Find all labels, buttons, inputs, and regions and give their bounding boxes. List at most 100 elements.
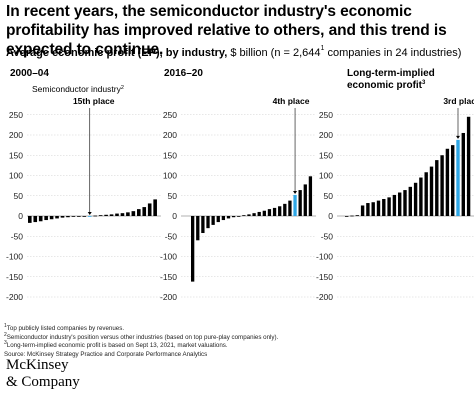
bar	[451, 145, 455, 216]
y-tick-label: 250	[9, 110, 23, 120]
bar	[288, 200, 292, 216]
subtitle-units-sup: 1	[320, 45, 325, 53]
bar	[360, 205, 365, 216]
footnote-2-text: Semiconductor industry's position versus…	[6, 333, 279, 341]
y-tick-label: -150	[6, 272, 23, 282]
bar	[44, 216, 48, 221]
panel-title: 2000–04	[10, 68, 49, 79]
highlight-bar	[456, 139, 460, 216]
bar	[257, 211, 261, 216]
bar	[38, 216, 43, 222]
y-tick-label: -100	[316, 252, 333, 262]
bar	[345, 216, 349, 217]
y-tick-label: 100	[9, 171, 23, 181]
bar	[392, 194, 397, 216]
bar	[66, 216, 70, 218]
bar	[403, 190, 407, 216]
subtitle-units-tail: companies in 24 industries)	[324, 47, 462, 59]
source-note: Source: McKinsey Strategy Practice and C…	[4, 350, 208, 358]
bar	[216, 216, 220, 223]
bar	[60, 216, 65, 218]
y-tick-label: -200	[6, 292, 23, 302]
chart-title: In recent years, the semiconductor indus…	[6, 3, 447, 58]
footnote-1: 1Top publicly listed companies by revenu…	[4, 322, 125, 332]
highlight-bar	[87, 216, 92, 217]
bar	[33, 216, 38, 223]
bar	[201, 216, 205, 234]
bar	[191, 216, 195, 282]
bar	[93, 215, 97, 217]
y-tick-label: -200	[160, 292, 177, 302]
bar	[153, 199, 157, 216]
bar	[147, 203, 152, 216]
bar	[109, 214, 114, 216]
bar	[221, 216, 226, 221]
bar	[382, 198, 386, 216]
bar	[206, 216, 210, 229]
footnote-3: 3Long-term-implied economic profit is ba…	[4, 339, 228, 349]
bar	[231, 216, 236, 218]
y-tick-label: -100	[6, 252, 23, 262]
bar	[303, 184, 307, 216]
bar	[413, 182, 418, 216]
y-tick-label: -150	[316, 272, 333, 282]
bar	[350, 215, 354, 217]
y-tick-label: 250	[319, 110, 333, 120]
bar	[419, 177, 423, 216]
y-tick-label: -50	[165, 231, 178, 241]
footnotes: 1Top publicly listed companies by revenu…	[4, 322, 279, 359]
footnote-3-text: Long-term-implied economic profit is bas…	[6, 342, 228, 349]
bar	[461, 132, 465, 216]
bar	[247, 214, 251, 216]
bar	[28, 216, 32, 223]
bar	[398, 192, 402, 216]
bar	[98, 215, 103, 216]
footnote-2: 2Semiconductor industry's position versu…	[4, 331, 279, 341]
annotation-rank: 3rd place	[443, 96, 474, 106]
bar	[435, 160, 439, 216]
y-tick-label: 50	[168, 191, 178, 201]
y-tick-label: -50	[321, 231, 334, 241]
logo-line-1: McKinsey	[6, 357, 69, 373]
bar	[49, 216, 54, 220]
y-tick-label: 50	[14, 191, 24, 201]
bar	[308, 176, 313, 216]
bar	[371, 202, 375, 216]
footnote-1-text: Top publicly listed companies by revenue…	[6, 325, 125, 332]
bar	[429, 166, 434, 216]
y-tick-label: 0	[18, 211, 23, 221]
bar	[387, 197, 391, 216]
bar	[278, 206, 282, 216]
bar	[137, 209, 141, 216]
chart-subtitle: Average economic profit (EP), by industr…	[6, 45, 462, 60]
annotation-label: Semiconductor industry2	[32, 84, 124, 94]
bar	[298, 190, 302, 216]
mckinsey-logo: McKinsey & Company	[6, 357, 80, 391]
annotation-arrow	[87, 212, 92, 215]
y-tick-label: 200	[163, 130, 177, 140]
bar	[440, 155, 444, 216]
y-tick-label: 50	[324, 191, 334, 201]
panel-title: 2016–20	[164, 68, 203, 79]
bar	[466, 116, 471, 216]
bar	[272, 207, 277, 216]
y-tick-label: 100	[163, 171, 177, 181]
bar	[142, 207, 147, 216]
bar	[126, 212, 130, 216]
y-tick-label: 0	[172, 211, 177, 221]
logo-line-2: & Company	[6, 374, 80, 390]
y-tick-label: -200	[316, 292, 333, 302]
y-tick-label: 150	[9, 150, 23, 160]
bar	[376, 200, 381, 216]
panel-title: Long-term-implied economic profit3	[347, 68, 435, 91]
y-tick-label: 100	[319, 171, 333, 181]
y-tick-label: 200	[319, 130, 333, 140]
y-tick-label: 200	[9, 130, 23, 140]
y-tick-label: 0	[328, 211, 333, 221]
y-tick-label: 250	[163, 110, 177, 120]
subtitle-measure: Average economic profit (EP), by industr…	[6, 47, 228, 59]
bar	[115, 213, 119, 216]
bar	[408, 186, 412, 216]
y-tick-label: -100	[160, 252, 177, 262]
bar	[77, 216, 81, 217]
